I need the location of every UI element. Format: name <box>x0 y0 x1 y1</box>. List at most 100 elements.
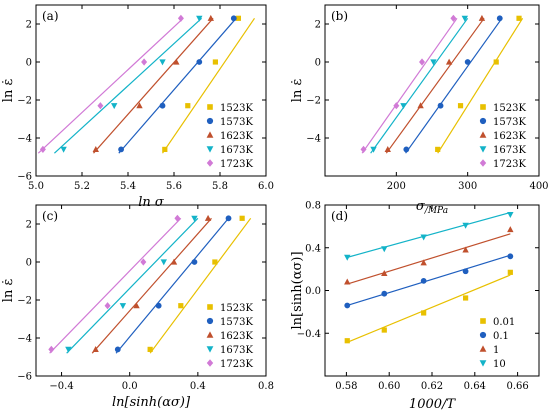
fit-line-series-1 <box>118 17 237 154</box>
legend-marker-series-2 <box>206 131 214 138</box>
data-point-series-3 <box>160 259 167 266</box>
fit-line-series-4 <box>361 17 458 154</box>
panel-label: (d) <box>331 209 348 223</box>
x-tick-label: 6.0 <box>258 181 274 192</box>
data-point-series-3 <box>462 222 469 229</box>
fit-line-series-1 <box>347 254 511 307</box>
x-tick-label: 200 <box>387 181 406 192</box>
legend-marker-series-2 <box>479 345 487 352</box>
x-tick-label: 0.8 <box>258 381 274 392</box>
panel-label: (c) <box>42 209 58 223</box>
data-point-series-2 <box>170 258 178 265</box>
legend-label-series-4: 1723K <box>220 159 253 170</box>
data-point-series-4 <box>174 214 181 222</box>
x-tick-label: 5.4 <box>120 181 136 192</box>
data-point-series-4 <box>39 145 46 153</box>
y-tick-label: −4 <box>17 134 32 145</box>
legend-label-series-4: 1723K <box>220 359 253 370</box>
data-point-series-2 <box>384 146 391 152</box>
data-point-series-3 <box>430 59 437 66</box>
y-axis-label: ln ε̇ <box>1 279 16 303</box>
data-point-series-1 <box>230 15 237 22</box>
y-tick-label: 0.4 <box>305 243 321 254</box>
y-axis-label: ln ε̇ <box>290 79 305 103</box>
data-point-series-2 <box>445 58 453 65</box>
fit-line-series-1 <box>115 217 229 354</box>
y-axis-label: ln ε̇ <box>1 79 16 103</box>
data-point-series-0 <box>344 338 350 344</box>
x-tick-label: 0.60 <box>378 381 400 392</box>
data-point-series-1 <box>464 59 471 65</box>
legend-label-series-2: 1623K <box>220 331 253 342</box>
x-tick-label: 0.64 <box>464 381 486 392</box>
legend-marker-series-0 <box>480 104 486 110</box>
y-tick-label: −4 <box>306 134 321 145</box>
data-point-series-0 <box>435 146 441 152</box>
data-point-series-0 <box>185 103 191 109</box>
legend-marker-series-4 <box>206 359 214 367</box>
data-point-series-4 <box>48 345 55 353</box>
legend-label-series-3: 10 <box>493 359 506 370</box>
data-point-series-2 <box>462 246 469 253</box>
legend-label-series-2: 1623K <box>220 131 253 142</box>
data-point-series-0 <box>239 215 245 221</box>
y-tick-label: 0 <box>26 58 32 69</box>
fit-line-series-0 <box>162 17 255 154</box>
legend-label-series-1: 1573K <box>220 117 253 128</box>
data-point-series-3 <box>400 103 407 110</box>
x-tick-label: 0.0 <box>122 381 138 392</box>
data-point-series-3 <box>507 212 514 219</box>
fit-line-series-4 <box>37 17 184 154</box>
data-point-series-1 <box>496 15 503 22</box>
data-point-series-0 <box>212 59 218 65</box>
y-tick-label: 0.0 <box>305 286 321 297</box>
legend-label-series-3: 1673K <box>220 345 253 356</box>
data-point-series-4 <box>360 145 367 153</box>
data-point-series-3 <box>196 15 203 22</box>
y-tick-label: −0.4 <box>297 329 321 340</box>
plot-frame <box>324 204 540 377</box>
legend-label-series-2: 1623K <box>493 131 526 142</box>
fit-line-series-2 <box>347 233 511 285</box>
x-tick-label: 0.66 <box>506 381 528 392</box>
y-tick-label: −6 <box>17 372 32 383</box>
legend-label-series-0: 1523K <box>493 103 526 114</box>
data-point-series-2 <box>204 214 212 221</box>
data-point-series-3 <box>370 146 377 153</box>
legend-marker-series-4 <box>206 159 214 167</box>
data-point-series-3 <box>119 303 127 310</box>
data-point-series-0 <box>212 259 218 265</box>
data-point-series-4 <box>419 58 426 66</box>
data-point-series-0 <box>457 103 464 109</box>
fit-line-series-0 <box>437 17 524 154</box>
y-tick-label: 2 <box>26 20 32 31</box>
legend-label-series-1: 1573K <box>220 317 253 328</box>
x-axis-label: ln σ <box>138 195 165 210</box>
data-point-series-4 <box>97 102 104 110</box>
data-point-series-3 <box>420 234 427 241</box>
data-point-series-4 <box>141 58 148 66</box>
data-point-series-1 <box>155 302 162 309</box>
x-tick-label: 400 <box>529 181 548 192</box>
data-point-series-2 <box>417 102 424 109</box>
x-tick-label: 300 <box>458 181 477 192</box>
panel-label: (a) <box>42 9 59 23</box>
x-tick-label: 5.6 <box>166 181 182 192</box>
data-point-series-2 <box>420 259 427 266</box>
data-point-series-2 <box>92 146 99 152</box>
plot-frame <box>35 204 267 377</box>
legend-marker-series-2 <box>479 131 487 138</box>
y-tick-label: −2 <box>306 96 321 107</box>
data-point-series-0 <box>178 303 184 309</box>
data-point-series-2 <box>136 102 143 109</box>
y-tick-label: −4 <box>17 334 32 345</box>
legend-label-series-3: 1673K <box>220 145 253 156</box>
data-point-series-2 <box>478 14 486 21</box>
y-tick-label: 0 <box>315 58 321 69</box>
data-point-series-4 <box>177 14 184 22</box>
x-tick-label: 0.62 <box>421 381 443 392</box>
data-point-series-0 <box>493 59 499 65</box>
legend-marker-series-3 <box>479 360 487 367</box>
